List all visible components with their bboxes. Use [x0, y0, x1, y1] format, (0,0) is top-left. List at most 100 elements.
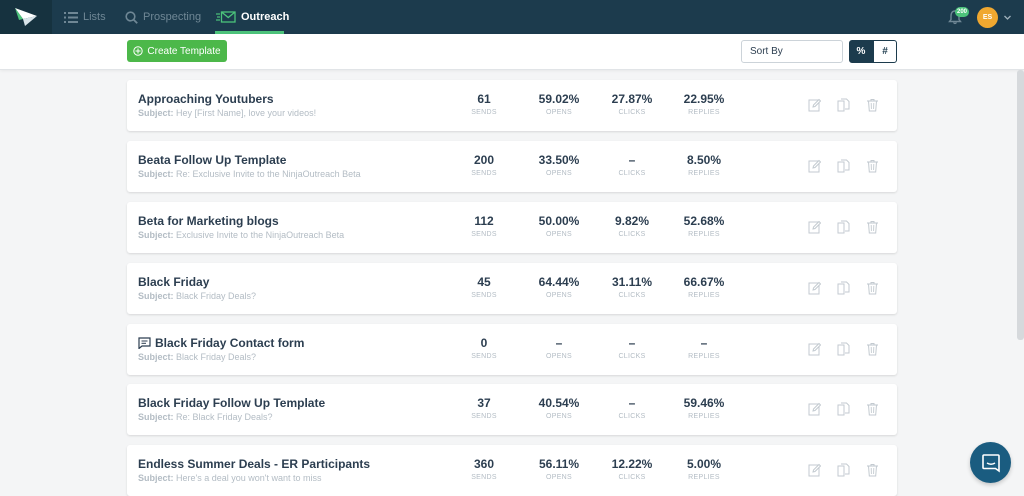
- edit-template-button[interactable]: [808, 281, 822, 295]
- delete-template-button[interactable]: [866, 402, 879, 416]
- edit-template-button[interactable]: [808, 98, 822, 112]
- nav-item-lists[interactable]: Lists: [64, 0, 106, 34]
- copy-icon: [837, 98, 850, 112]
- clicks-value: 31.11%: [611, 275, 653, 289]
- subject-label: Subject:: [138, 230, 174, 240]
- replies-label: REPLIES: [688, 109, 720, 116]
- duplicate-template-button[interactable]: [837, 402, 850, 416]
- chevron-down-icon[interactable]: [1003, 13, 1012, 22]
- template-card[interactable]: Beata Follow Up Template Subject: Re: Exc…: [127, 141, 897, 192]
- clicks-stat: 9.82% CLICKS: [592, 214, 672, 238]
- replies-value: 8.50%: [686, 153, 722, 167]
- app-logo[interactable]: [0, 0, 52, 34]
- replies-stat: 5.00% REPLIES: [664, 457, 744, 481]
- duplicate-template-button[interactable]: [837, 98, 850, 112]
- sends-stat: 61 SENDS: [444, 92, 524, 116]
- trash-icon: [867, 160, 878, 173]
- duplicate-template-button[interactable]: [837, 281, 850, 295]
- sends-label: SENDS: [471, 474, 497, 481]
- edit-template-button[interactable]: [808, 463, 822, 477]
- replies-stat: 22.95% REPLIES: [664, 92, 744, 116]
- templates-toolbar: Create Template Sort By % #: [0, 34, 1024, 70]
- template-title[interactable]: Beata Follow Up Template: [138, 153, 286, 167]
- template-subject: Subject: Exclusive Invite to the NinjaOu…: [138, 230, 344, 240]
- duplicate-template-button[interactable]: [837, 463, 850, 477]
- delete-template-button[interactable]: [866, 281, 879, 295]
- opens-stat: 59.02% OPENS: [519, 92, 599, 116]
- edit-template-button[interactable]: [808, 220, 822, 234]
- template-card[interactable]: Black Friday Follow Up Template Subject: …: [127, 384, 897, 435]
- delete-template-button[interactable]: [866, 98, 879, 112]
- nav-item-outreach[interactable]: Outreach: [216, 0, 289, 34]
- clicks-stat: 27.87% CLICKS: [592, 92, 672, 116]
- avatar[interactable]: ES: [977, 7, 998, 28]
- delete-template-button[interactable]: [866, 463, 879, 477]
- opens-stat: 64.44% OPENS: [519, 275, 599, 299]
- template-title[interactable]: Approaching Youtubers: [138, 92, 274, 106]
- nav-item-label: Outreach: [241, 11, 290, 23]
- notification-badge: 200: [955, 7, 970, 17]
- template-title[interactable]: Black Friday Contact form: [138, 336, 304, 350]
- sends-stat: 200 SENDS: [444, 153, 524, 177]
- replies-value: –: [700, 336, 708, 350]
- edit-template-button[interactable]: [808, 342, 822, 356]
- template-name: Black Friday Contact form: [155, 336, 305, 350]
- template-name: Black Friday Follow Up Template: [138, 396, 326, 410]
- trash-icon: [867, 343, 878, 356]
- replies-value: 66.67%: [683, 275, 725, 289]
- template-card[interactable]: Beta for Marketing blogs Subject: Exclusi…: [127, 202, 897, 253]
- template-title[interactable]: Black Friday: [138, 275, 209, 289]
- copy-icon: [837, 342, 850, 356]
- trash-icon: [867, 282, 878, 295]
- template-card[interactable]: Black Friday Subject: Black Friday Deals?…: [127, 263, 897, 314]
- sends-label: SENDS: [471, 231, 497, 238]
- number-toggle-button[interactable]: #: [873, 40, 897, 63]
- create-template-label: Create Template: [147, 45, 221, 57]
- template-title[interactable]: Black Friday Follow Up Template: [138, 396, 325, 410]
- replies-label: REPLIES: [688, 292, 720, 299]
- envelope-icon: [216, 11, 236, 23]
- edit-template-button[interactable]: [808, 159, 822, 173]
- sends-label: SENDS: [471, 413, 497, 420]
- duplicate-template-button[interactable]: [837, 159, 850, 173]
- trash-icon: [867, 221, 878, 234]
- create-template-button[interactable]: Create Template: [127, 40, 227, 62]
- edit-icon: [808, 159, 822, 173]
- clicks-value: 12.22%: [611, 457, 653, 471]
- edit-template-button[interactable]: [808, 402, 822, 416]
- template-card[interactable]: Black Friday Contact form Subject: Black …: [127, 324, 897, 375]
- subject-label: Subject:: [138, 169, 174, 179]
- sends-stat: 112 SENDS: [444, 214, 524, 238]
- template-title[interactable]: Beta for Marketing blogs: [138, 214, 279, 228]
- duplicate-template-button[interactable]: [837, 220, 850, 234]
- nav-item-label: Prospecting: [143, 11, 202, 23]
- replies-stat: 59.46% REPLIES: [664, 396, 744, 420]
- delete-template-button[interactable]: [866, 342, 879, 356]
- edit-icon: [808, 463, 822, 477]
- chat-button[interactable]: [970, 442, 1011, 483]
- delete-template-button[interactable]: [866, 220, 879, 234]
- percent-toggle-button[interactable]: %: [849, 40, 873, 63]
- duplicate-template-button[interactable]: [837, 342, 850, 356]
- copy-icon: [837, 281, 850, 295]
- sends-label: SENDS: [471, 292, 497, 299]
- subject-label: Subject:: [138, 291, 174, 301]
- replies-value: 5.00%: [686, 457, 722, 471]
- clicks-stat: 12.22% CLICKS: [592, 457, 672, 481]
- subject-text: Black Friday Deals?: [176, 291, 257, 301]
- paper-plane-logo-icon: [15, 8, 37, 26]
- template-name: Approaching Youtubers: [138, 92, 274, 106]
- nav-item-prospecting[interactable]: Prospecting: [125, 0, 201, 34]
- sort-by-select[interactable]: Sort By: [741, 40, 843, 63]
- replies-stat: 8.50% REPLIES: [664, 153, 744, 177]
- template-title[interactable]: Endless Summer Deals - ER Participants: [138, 457, 370, 471]
- delete-template-button[interactable]: [866, 159, 879, 173]
- search-icon: [125, 10, 138, 24]
- opens-value: 64.44%: [538, 275, 580, 289]
- template-card[interactable]: Endless Summer Deals - ER Participants Su…: [127, 445, 897, 496]
- template-card[interactable]: Approaching Youtubers Subject: Hey [First…: [127, 80, 897, 131]
- sends-value: 37: [477, 396, 491, 410]
- opens-value: 59.02%: [538, 92, 580, 106]
- template-name: Beta for Marketing blogs: [138, 214, 279, 228]
- scrollbar[interactable]: [1017, 70, 1024, 340]
